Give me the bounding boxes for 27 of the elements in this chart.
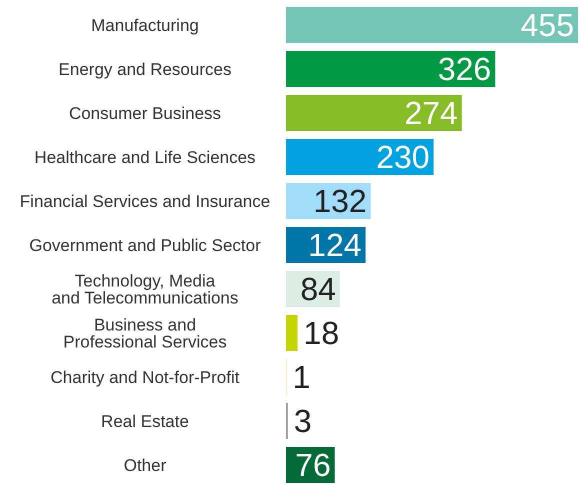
data-label: 326 <box>438 51 492 87</box>
y-tick-label: Manufacturing <box>91 16 199 35</box>
data-label: 1 <box>292 359 310 395</box>
bar <box>286 95 462 131</box>
data-label: 84 <box>300 271 336 307</box>
data-label: 230 <box>376 139 430 175</box>
data-label: 3 <box>294 403 312 439</box>
y-tick-label: Healthcare and Life Sciences <box>34 148 256 167</box>
y-tick-label: Charity and Not-for-Profit <box>50 368 240 387</box>
data-label: 132 <box>313 183 367 219</box>
data-label: 455 <box>520 7 574 43</box>
bar <box>286 315 298 351</box>
data-label: 274 <box>404 95 458 131</box>
data-label: 76 <box>295 447 331 483</box>
y-tick-label: Financial Services and Insurance <box>20 192 270 211</box>
y-tick-label: Real Estate <box>101 412 189 431</box>
data-label: 18 <box>304 315 340 351</box>
y-tick-label: Business and Professional Services <box>63 316 227 352</box>
y-tick-label: Technology, Media and Telecommunications <box>52 272 238 308</box>
y-tick-label: Other <box>124 456 167 475</box>
y-tick-label: Consumer Business <box>68 104 222 123</box>
y-tick-label: Energy and Resources <box>58 60 232 79</box>
bar <box>286 139 434 175</box>
y-tick-label: Government and Public Sector <box>29 236 262 255</box>
bar <box>286 7 578 43</box>
bar <box>286 51 496 87</box>
data-label: 124 <box>308 227 362 263</box>
